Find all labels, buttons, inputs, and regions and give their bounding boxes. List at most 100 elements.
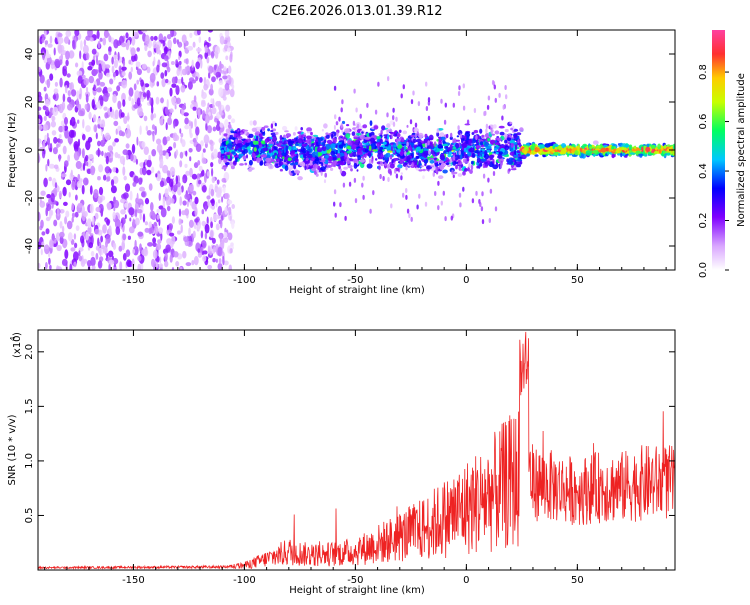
heatmap-cell (94, 69, 99, 74)
heatmap-cell (143, 115, 148, 122)
heatmap-cell (106, 175, 111, 182)
heatmap-cell (324, 139, 327, 144)
heatmap-cell (180, 67, 183, 77)
heatmap-cell (86, 161, 89, 167)
heatmap-cell (121, 79, 128, 89)
heatmap-cell (103, 174, 107, 181)
heatmap-cell (165, 78, 169, 84)
heatmap-cell (380, 153, 384, 159)
heatmap-cell (189, 167, 193, 178)
heatmap-cell (466, 119, 470, 125)
heatmap-cell (150, 113, 154, 121)
heatmap-cell (208, 72, 211, 79)
snr-x-tick-label: -150 (122, 575, 145, 586)
heatmap-cell (78, 255, 83, 262)
heatmap-cell (53, 47, 56, 56)
heatmap-cell (293, 164, 297, 170)
heatmap-cell (492, 158, 495, 164)
heatmap-cell (161, 62, 168, 68)
heatmap-cell (284, 165, 289, 172)
heatmap-cell (201, 209, 205, 215)
heatmap-cell (274, 152, 277, 156)
heatmap-cell (515, 137, 519, 140)
heatmap-cell (329, 143, 336, 149)
heatmap-cell (177, 230, 181, 235)
heatmap-cell (333, 201, 336, 207)
heatmap-cell (613, 148, 616, 152)
heatmap-cell (198, 36, 202, 43)
heatmap-cell (119, 261, 123, 270)
heatmap-cell (182, 178, 186, 183)
heatmap-cell (386, 163, 390, 169)
heatmap-cell (475, 135, 478, 140)
heatmap-cell (603, 144, 608, 148)
heatmap-cell (93, 84, 96, 90)
heatmap-cell (124, 214, 127, 220)
heatmap-cell (406, 155, 411, 161)
heatmap-cell (335, 144, 338, 149)
heatmap-cell (227, 134, 230, 138)
heatmap-cell (220, 157, 224, 161)
heatmap-cell (159, 97, 165, 104)
colorbar-tick-label: 0.2 (698, 213, 709, 229)
heatmap-cell (472, 139, 476, 144)
heatmap-cell (647, 153, 654, 156)
heatmap-cell (194, 196, 199, 205)
heatmap-cell (300, 154, 304, 159)
heatmap-cell (96, 30, 100, 40)
heatmap-cell (381, 125, 386, 131)
heatmap-cell (144, 34, 150, 45)
heatmap-cell (105, 155, 109, 165)
heatmap-cell (611, 145, 614, 151)
heatmap-cell (267, 143, 273, 146)
heatmap-cell (440, 136, 446, 141)
heatmap-cell (663, 150, 666, 155)
heatmap-cell (348, 148, 354, 152)
chart-title: C2E6.2026.013.01.39.R12 (271, 4, 442, 19)
heatmap-cell (479, 152, 485, 155)
heatmap-cell (236, 136, 243, 139)
heatmap-cell (240, 132, 243, 135)
heatmap-cell (194, 206, 198, 217)
heatmap-cell (227, 114, 232, 120)
heatmap-cell (90, 165, 96, 176)
heatmap-cell (672, 145, 675, 150)
heatmap-cell (134, 239, 137, 250)
heatmap-cell (53, 219, 58, 227)
heatmap-cell (625, 144, 630, 148)
heatmap-cell (83, 77, 89, 86)
heatmap-cell (132, 218, 135, 226)
heatmap-cell (145, 125, 148, 132)
heatmap-cell (229, 136, 233, 140)
heatmap-cell (114, 138, 119, 143)
heatmap-cell (330, 150, 336, 157)
heatmap-cell (136, 97, 141, 107)
heatmap-cell (187, 45, 194, 51)
heatmap-cell (64, 129, 69, 139)
heatmap-cell (359, 159, 366, 163)
heatmap-cell (215, 258, 218, 263)
heatmap-cell (220, 149, 225, 154)
heatmap-cell (208, 187, 211, 198)
heatmap-cell (59, 77, 63, 88)
heatmap-cell (456, 139, 460, 142)
heatmap-cell (102, 224, 107, 234)
heatmap-cell (65, 210, 70, 218)
heatmap-cell (368, 132, 372, 137)
heatmap-cell (156, 214, 160, 220)
heatmap-cell (156, 138, 162, 145)
heatmap-cell (112, 242, 117, 250)
heatmap-cell (388, 127, 391, 131)
heatmap-cell (304, 159, 310, 165)
heatmap-cell (193, 95, 197, 103)
heatmap-cell (485, 123, 489, 129)
heatmap-cell (349, 142, 353, 146)
heatmap-cell (163, 46, 168, 55)
heatmap-cell (172, 132, 178, 142)
heatmap-cell (308, 143, 312, 147)
heatmap-cell (391, 159, 394, 164)
heatmap-cell (45, 228, 50, 235)
heatmap-cell (449, 158, 452, 164)
heatmap-cell (77, 75, 83, 84)
heatmap-cell (207, 30, 213, 33)
